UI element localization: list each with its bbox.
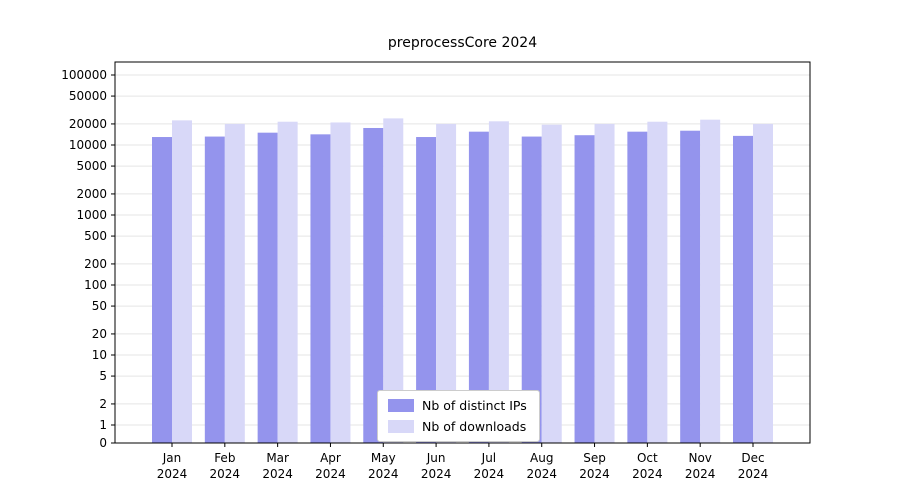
y-tick-label: 50000 [69,89,107,103]
bar-downloads-jul [488,121,509,443]
y-tick-label: 500 [84,229,107,243]
x-tick-label-year: 2024 [474,467,505,481]
bar-downloads-may [383,118,404,443]
legend-item-downloads: Nb of downloads [388,419,527,434]
x-tick-label-year: 2024 [526,467,557,481]
y-tick-label: 50 [92,299,107,313]
bar-downloads-sep [594,123,615,443]
bar-downloads-jun [436,123,457,443]
y-tick-label: 5 [99,369,107,383]
x-tick-label-year: 2024 [632,467,663,481]
x-tick-label-year: 2024 [579,467,610,481]
bar-downloads-aug [541,124,562,444]
legend-label-distinct-ips: Nb of distinct IPs [422,398,527,413]
x-tick-label-year: 2024 [368,467,399,481]
bar-distinct-ips-may [363,127,384,443]
x-tick-label-year: 2024 [315,467,346,481]
y-tick-label: 200 [84,257,107,271]
bar-distinct-ips-aug [521,136,542,444]
legend-swatch-downloads [388,420,414,433]
legend-item-distinct-ips: Nb of distinct IPs [388,398,527,413]
y-tick-label: 10000 [69,138,107,152]
x-tick-label-year: 2024 [685,467,716,481]
y-tick-label: 5000 [76,159,107,173]
y-tick-label: 1 [99,418,107,432]
bar-downloads-apr [330,122,351,444]
legend-label-downloads: Nb of downloads [422,419,527,434]
x-tick-label-month: Sep [583,451,606,465]
x-tick-label-year: 2024 [210,467,241,481]
x-tick-label-month: Aug [530,451,553,465]
y-tick-label: 100 [84,278,107,292]
x-tick-label-month: Jun [426,451,446,465]
x-tick-label-month: Dec [741,451,764,465]
x-tick-label-month: Mar [266,451,289,465]
x-tick-label-year: 2024 [262,467,293,481]
y-tick-label: 20000 [69,117,107,131]
x-tick-label-month: Jan [162,451,182,465]
y-tick-label: 2 [99,397,107,411]
x-tick-label-month: Feb [214,451,235,465]
bar-distinct-ips-mar [257,132,278,443]
bar-downloads-mar [277,121,298,443]
bar-downloads-nov [700,119,721,444]
y-tick-label: 10 [92,348,107,362]
bar-downloads-dec [753,123,773,443]
y-tick-label: 0 [99,436,107,450]
bar-distinct-ips-jun [416,137,437,443]
bar-distinct-ips-sep [574,135,595,443]
x-tick-label-year: 2024 [421,467,452,481]
bar-downloads-oct [647,121,668,443]
bar-distinct-ips-nov [680,130,701,443]
x-tick-label-month: Nov [688,451,711,465]
bar-distinct-ips-dec [733,135,753,443]
chart-title: preprocessCore 2024 [387,35,538,51]
x-tick-label-month: May [371,451,396,465]
y-tick-label: 2000 [76,187,107,201]
x-tick-label-month: Oct [637,451,658,465]
x-tick-label-year: 2024 [738,467,769,481]
y-tick-label: 100000 [61,68,107,82]
bar-distinct-ips-jul [468,131,489,443]
x-tick-label-month: Jul [481,451,496,465]
plot-border [114,61,811,444]
x-tick-label-month: Apr [320,451,341,465]
y-tick-label: 1000 [76,208,107,222]
bar-distinct-ips-oct [627,131,648,443]
y-tick-label: 20 [92,327,107,341]
legend-swatch-distinct-ips [388,399,414,412]
legend: Nb of distinct IPs Nb of downloads [377,390,540,442]
x-tick-label-year: 2024 [157,467,188,481]
bar-distinct-ips-feb [204,136,225,444]
bar-downloads-jan [172,120,192,443]
bar-downloads-feb [224,123,245,443]
bar-distinct-ips-jan [152,137,172,443]
bar-distinct-ips-apr [310,134,331,443]
